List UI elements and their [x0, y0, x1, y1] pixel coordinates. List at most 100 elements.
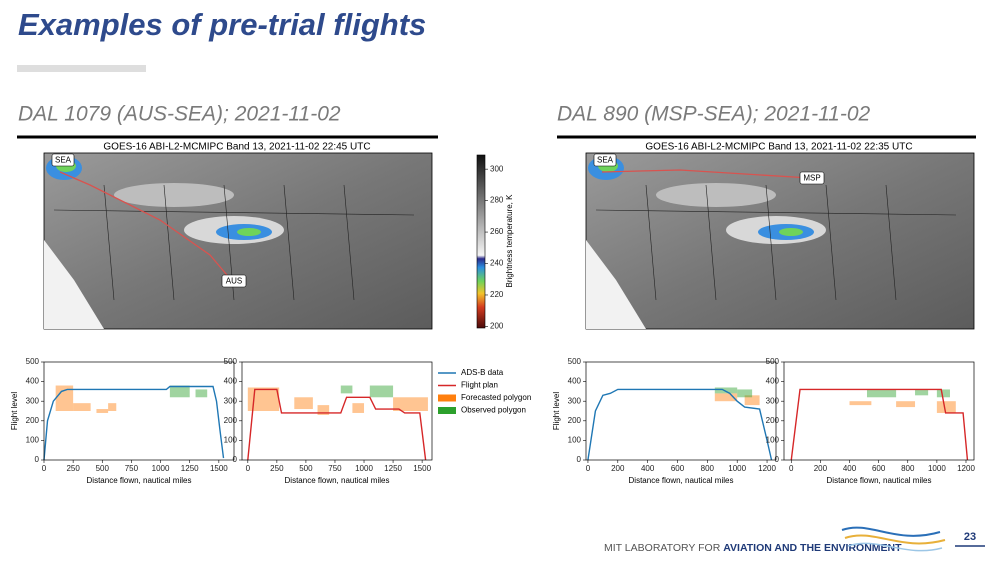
axes-frame	[783, 361, 975, 461]
colorbar-tick-label: 220	[490, 290, 504, 299]
polygon	[393, 397, 428, 411]
colorbar-tick-label: 260	[490, 227, 504, 236]
map-title: GOES-16 ABI-L2-MCMIPC Band 13, 2021-11-0…	[645, 142, 912, 153]
ocean	[44, 240, 104, 329]
state-border	[53, 209, 415, 216]
axes-frame	[43, 361, 235, 461]
x-tick-label: 1250	[181, 464, 199, 473]
y-tick-label: 100	[26, 436, 40, 445]
y-axis-label: Flight level	[10, 392, 19, 430]
logo-swoosh	[844, 534, 946, 545]
y-tick-label: 400	[766, 377, 780, 386]
x-tick-label: 1000	[355, 464, 373, 473]
y-tick-label: 300	[224, 396, 238, 405]
lab-name: MIT LABORATORY FOR AVIATION AND THE ENVI…	[604, 542, 902, 554]
x-tick-label: 800	[701, 464, 715, 473]
polygon	[247, 387, 280, 411]
x-axis-label: Distance flown, nautical miles	[629, 476, 734, 485]
y-tick-label: 300	[26, 396, 40, 405]
logo-swoosh	[847, 542, 943, 552]
colorbar-tick-label: 280	[490, 196, 504, 205]
storm	[237, 228, 261, 236]
polygon	[108, 403, 117, 411]
satellite-map: SEA MSP	[585, 152, 975, 330]
colorbar: Brightness temperature, K	[476, 154, 514, 329]
y-tick-label: 200	[26, 416, 40, 425]
x-axis-label: Distance flown, nautical miles	[827, 476, 932, 485]
airport-box	[593, 153, 617, 167]
legend-label: Observed polygon	[461, 406, 526, 415]
polygon	[73, 403, 91, 411]
lab-regular: MIT LABORATORY FOR	[604, 542, 721, 554]
x-tick-label: 1500	[413, 464, 431, 473]
x-tick-label: 600	[872, 464, 886, 473]
state-border	[343, 184, 355, 301]
x-tick-label: 800	[901, 464, 915, 473]
footer: MIT LABORATORY FOR AVIATION AND THE ENVI…	[604, 526, 985, 554]
x-tick-label: 0	[789, 464, 794, 473]
polygon	[369, 385, 394, 398]
polygon	[744, 395, 760, 406]
x-tick-label: 200	[814, 464, 828, 473]
x-axis-label: Distance flown, nautical miles	[87, 476, 192, 485]
satellite-map: SEA AUS	[43, 152, 433, 330]
y-tick-label: 200	[766, 416, 780, 425]
legend-label: ADS-B data	[461, 368, 504, 377]
polygon	[866, 389, 897, 398]
cloud	[656, 183, 776, 207]
slide-title: Examples of pre-trial flights	[18, 7, 426, 42]
y-tick-label: 100	[766, 436, 780, 445]
y-tick-label: 400	[224, 377, 238, 386]
x-tick-label: 750	[125, 464, 139, 473]
storm	[779, 228, 803, 236]
y-tick-label: 200	[224, 416, 238, 425]
x-tick-label: 0	[246, 464, 251, 473]
x-tick-label: 1000	[152, 464, 170, 473]
legend-label: Forecasted polygon	[461, 393, 531, 402]
state-border	[885, 184, 897, 301]
colorbar-gradient	[476, 154, 486, 329]
x-tick-label: 1200	[957, 464, 975, 473]
airport-label: MSP	[803, 174, 820, 183]
route	[59, 171, 233, 282]
flight-heading: DAL 1079 (AUS-SEA); 2021-11-02	[18, 103, 341, 126]
x-tick-label: 400	[641, 464, 655, 473]
x-tick-label: 600	[671, 464, 685, 473]
y-tick-label: 0	[233, 455, 238, 464]
x-tick-label: 500	[96, 464, 110, 473]
ocean	[586, 240, 646, 329]
x-tick-label: 750	[328, 464, 342, 473]
airport-label: SEA	[597, 156, 614, 165]
state-border	[645, 184, 657, 301]
x-tick-label: 200	[611, 464, 625, 473]
line	[587, 388, 773, 461]
airport-box	[221, 274, 247, 288]
state-border	[163, 184, 175, 301]
state-border	[825, 184, 837, 301]
polygon	[317, 405, 330, 415]
polygon	[936, 389, 950, 398]
x-tick-label: 1500	[210, 464, 228, 473]
x-tick-label: 1250	[384, 464, 402, 473]
polygon	[737, 389, 753, 398]
polygon	[55, 385, 74, 411]
x-tick-label: 250	[270, 464, 284, 473]
polygon	[849, 401, 872, 406]
y-tick-label: 100	[568, 436, 582, 445]
title-bar	[17, 65, 146, 72]
polygon	[936, 401, 956, 413]
airport-label: SEA	[55, 156, 72, 165]
state-border	[283, 184, 295, 301]
polygon	[714, 387, 738, 394]
polygon	[294, 397, 313, 410]
airport-label: AUS	[226, 277, 242, 286]
y-tick-label: 100	[224, 436, 238, 445]
map-title: GOES-16 ABI-L2-MCMIPC Band 13, 2021-11-0…	[103, 142, 370, 153]
colorbar-tick-label: 200	[490, 322, 504, 331]
y-tick-label: 200	[568, 416, 582, 425]
axes-frame	[585, 361, 777, 461]
state-border	[103, 184, 115, 301]
x-tick-label: 1000	[928, 464, 946, 473]
polygon	[352, 403, 365, 413]
